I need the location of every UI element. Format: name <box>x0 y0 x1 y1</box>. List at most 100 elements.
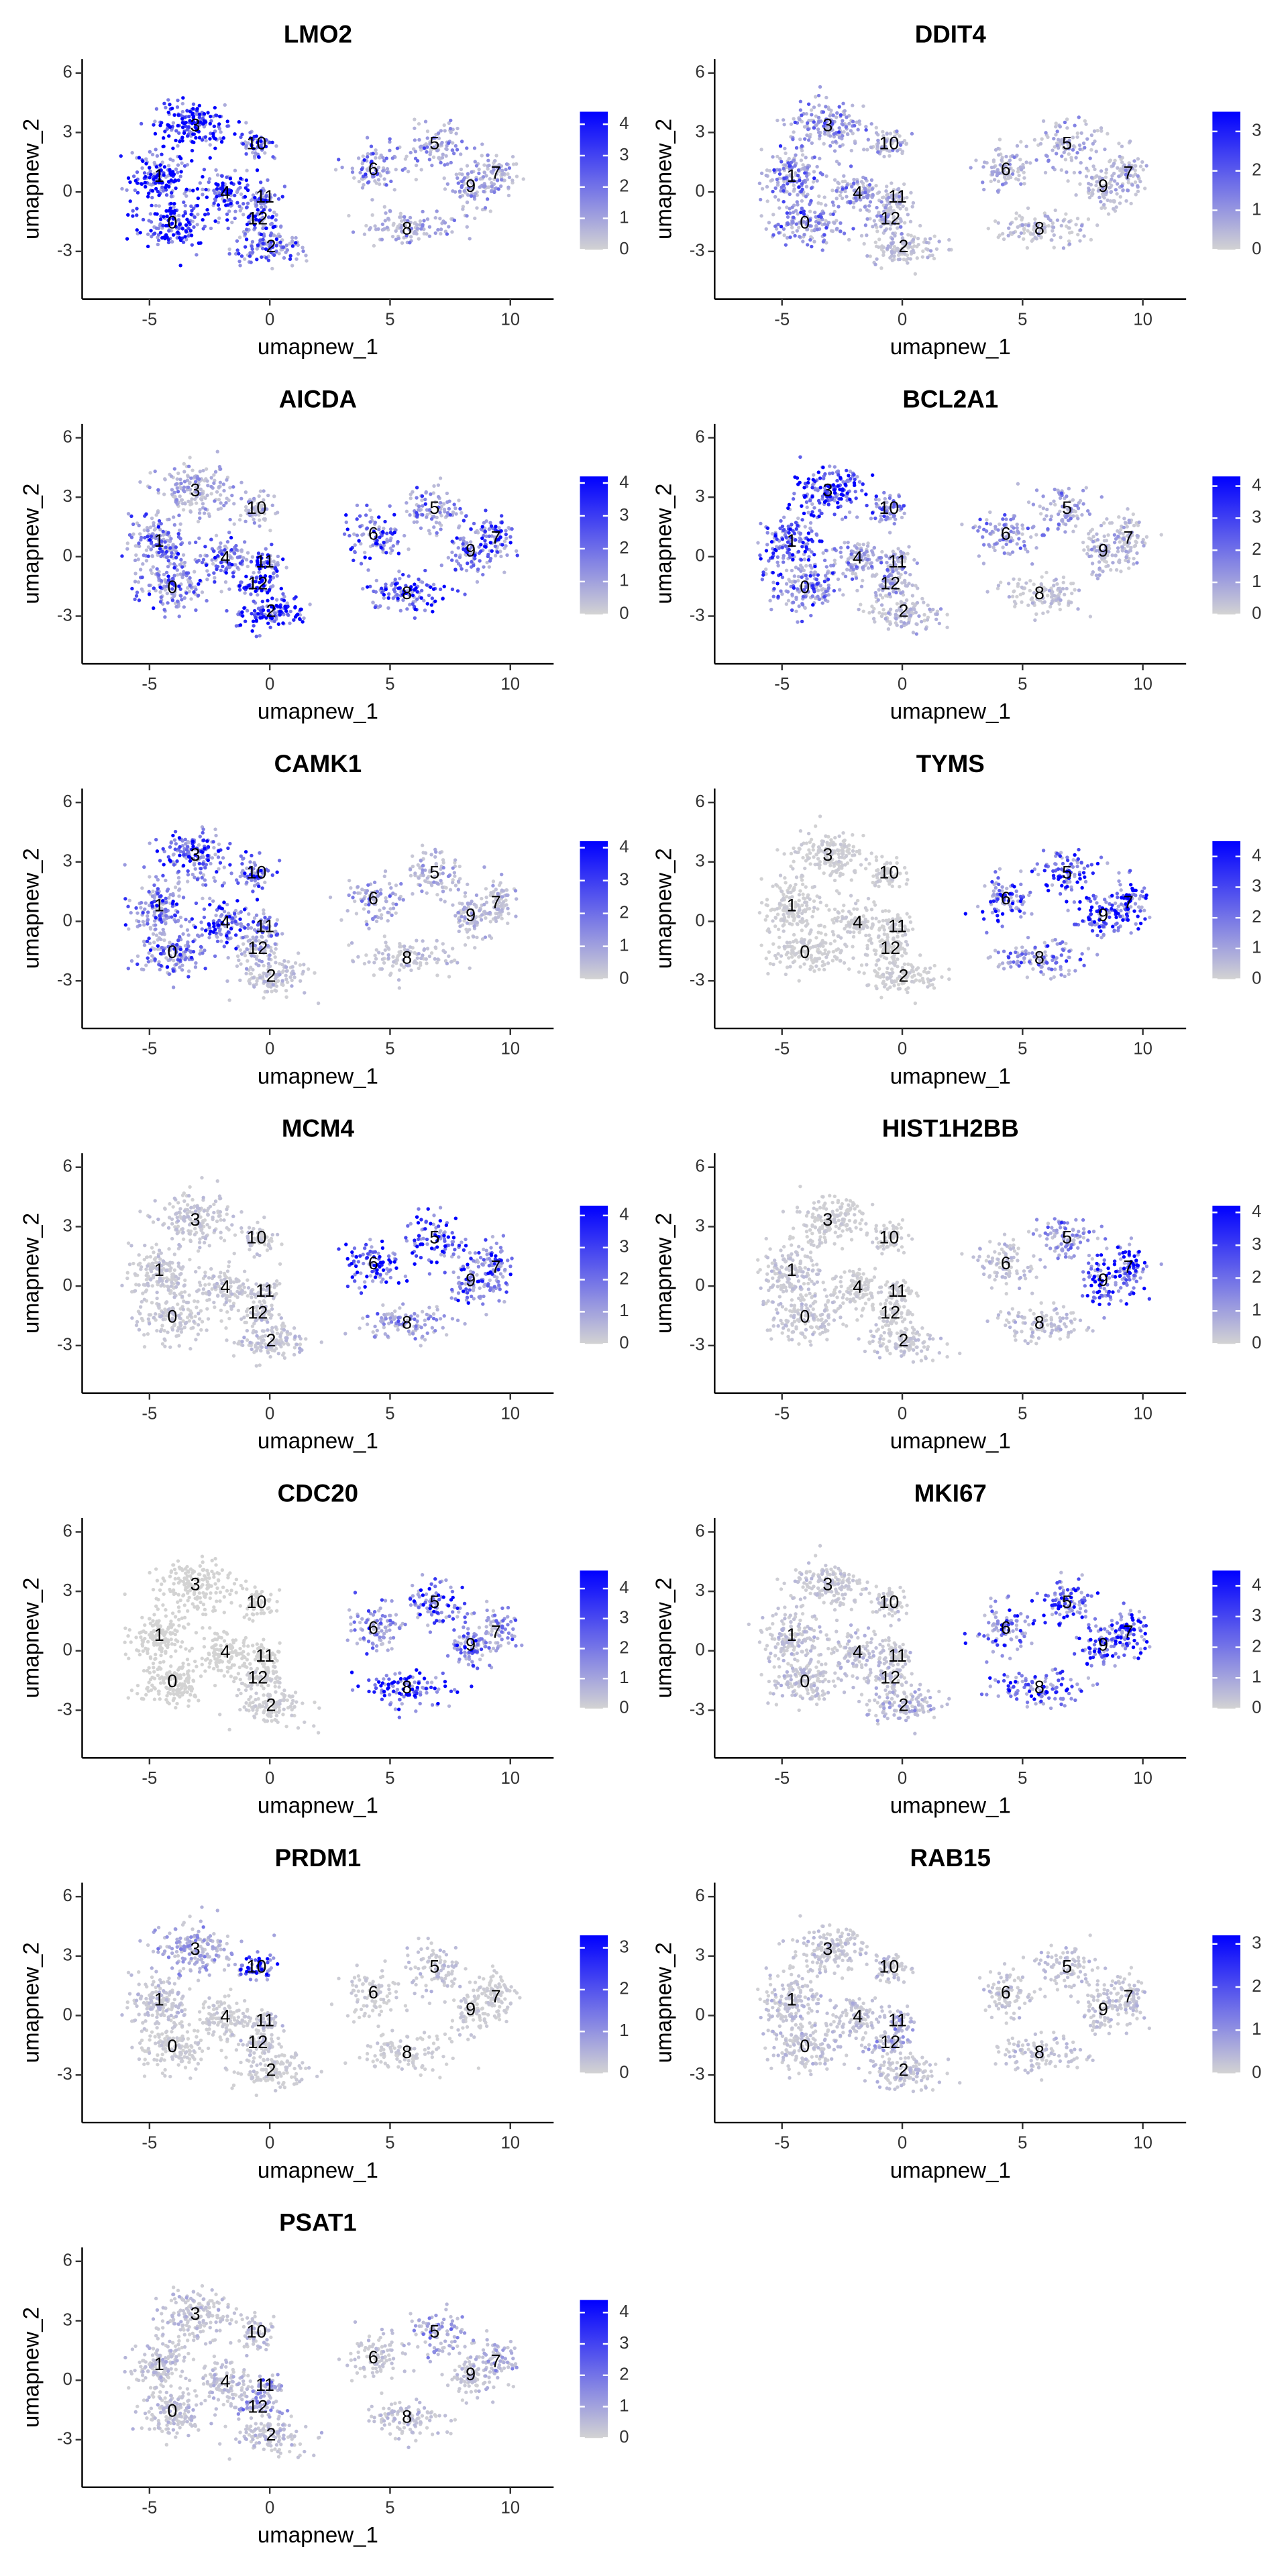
cell-point <box>1097 566 1102 570</box>
cell-point <box>784 602 789 606</box>
cell-point <box>425 232 429 236</box>
cell-point <box>1041 119 1046 123</box>
cell-point <box>239 192 244 197</box>
cell-point <box>202 112 207 116</box>
cell-point <box>169 191 174 195</box>
cell-point <box>934 247 939 251</box>
cell-point <box>486 554 490 559</box>
cell-point <box>288 257 292 261</box>
cell-point <box>359 561 364 566</box>
cell-point <box>445 232 449 236</box>
cell-point <box>164 183 168 187</box>
cell-point <box>881 253 885 258</box>
colorbar-tick-label: 1 <box>619 208 629 227</box>
cell-point <box>191 107 195 111</box>
cell-point <box>201 174 205 179</box>
cell-point <box>805 133 809 138</box>
cell-point <box>284 566 288 570</box>
cell-point <box>909 613 913 618</box>
cell-point <box>217 114 222 119</box>
cell-point <box>154 148 158 152</box>
cell-point <box>234 547 238 552</box>
cell-point <box>844 186 849 190</box>
cell-point <box>231 574 235 579</box>
cell-point <box>415 520 419 524</box>
cell-point <box>470 170 474 174</box>
cell-point <box>813 95 818 99</box>
x-tick-label: -5 <box>774 310 790 329</box>
cell-point <box>417 504 421 508</box>
cell-point <box>396 596 400 600</box>
cell-point <box>769 607 773 612</box>
cell-point <box>896 547 900 551</box>
cell-point <box>398 215 402 219</box>
cell-point <box>937 239 941 244</box>
cell-point <box>1020 523 1024 527</box>
cell-point <box>431 155 436 160</box>
cell-point <box>150 571 154 576</box>
y-tick-label: -3 <box>690 241 705 260</box>
cell-point <box>130 151 134 155</box>
cell-point <box>438 217 442 221</box>
cell-point <box>133 178 138 183</box>
cell-point <box>1102 203 1106 207</box>
cell-point <box>239 496 244 500</box>
cell-point <box>237 252 241 256</box>
cell-point <box>1109 190 1113 195</box>
cell-point <box>902 221 907 225</box>
cluster-label: 10 <box>246 133 266 153</box>
cell-point <box>371 152 375 156</box>
cell-point <box>1067 231 1072 235</box>
cell-point <box>263 151 267 155</box>
cell-point <box>911 237 916 241</box>
cell-point <box>160 185 164 189</box>
cell-point <box>415 496 419 500</box>
cell-point <box>797 185 801 189</box>
cell-point <box>1047 588 1052 593</box>
cell-point <box>875 205 879 210</box>
cell-point <box>148 169 152 173</box>
cell-point <box>778 144 783 148</box>
cell-point <box>244 237 249 241</box>
cell-point <box>376 227 380 231</box>
cell-point <box>195 186 200 191</box>
cell-point <box>282 184 287 189</box>
cell-point <box>270 266 274 271</box>
cell-point <box>1118 531 1122 535</box>
cell-point <box>405 500 409 505</box>
cell-point <box>228 486 232 490</box>
cell-point <box>515 549 519 553</box>
cell-point <box>810 113 814 117</box>
cell-point <box>1114 568 1119 572</box>
cell-point <box>805 121 810 125</box>
cell-point <box>178 156 183 161</box>
cell-point <box>187 541 192 545</box>
cell-point <box>855 475 859 479</box>
cell-point <box>454 131 458 136</box>
cell-point <box>883 616 888 621</box>
cell-point <box>1057 602 1061 606</box>
cell-point <box>764 567 768 572</box>
cell-point <box>304 254 308 258</box>
cell-point <box>125 188 129 193</box>
cell-point <box>451 152 456 156</box>
cell-point <box>1077 143 1082 148</box>
cell-point <box>507 166 512 170</box>
cell-point <box>184 194 189 198</box>
cell-point <box>475 206 479 210</box>
cell-point <box>1094 183 1098 188</box>
cell-point <box>445 182 450 186</box>
cell-point <box>798 137 802 142</box>
cell-point <box>158 123 162 127</box>
cell-point <box>1138 164 1143 168</box>
x-axis-label: umapnew_1 <box>890 335 1011 360</box>
cell-point <box>864 125 868 129</box>
cell-point <box>216 203 221 207</box>
cell-point <box>833 558 837 563</box>
cell-point <box>197 511 202 515</box>
cell-point <box>225 608 229 613</box>
cell-point <box>1040 137 1044 141</box>
cell-point <box>472 146 477 150</box>
colorbar <box>580 111 608 250</box>
